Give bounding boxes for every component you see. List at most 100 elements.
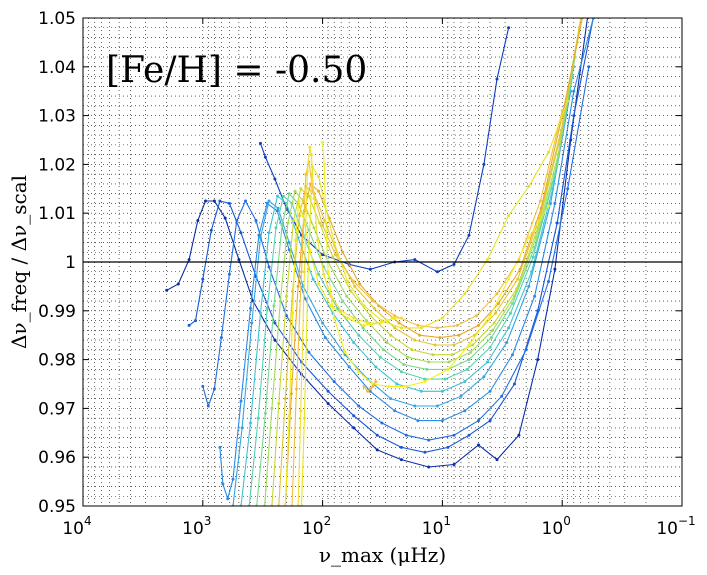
series-point	[231, 477, 235, 481]
series-point	[467, 358, 471, 362]
series-point	[482, 162, 486, 166]
x-tick-label: 100	[542, 514, 571, 539]
series-point	[488, 419, 492, 423]
series-point	[239, 231, 243, 235]
y-tick-label: 0.95	[38, 497, 76, 517]
series-point	[249, 306, 252, 310]
series-point	[443, 377, 447, 381]
series-point	[267, 199, 271, 203]
series-point	[413, 404, 417, 408]
series-point	[291, 311, 295, 315]
series-point	[418, 333, 422, 337]
series-point	[572, 114, 576, 118]
series-point	[308, 145, 312, 149]
x-tick-label: 103	[182, 514, 211, 539]
series-point	[553, 201, 557, 205]
series-line	[248, 66, 575, 506]
series-point	[467, 233, 471, 237]
series-point	[494, 311, 498, 315]
series-point	[513, 382, 516, 386]
series-point	[387, 384, 391, 388]
series-point	[402, 363, 406, 366]
series-point	[218, 199, 222, 203]
series-point	[527, 236, 531, 240]
series-point	[452, 433, 456, 437]
series-point	[447, 360, 451, 364]
series-point	[416, 419, 420, 423]
series-point	[465, 367, 469, 371]
series-point	[410, 348, 414, 352]
series-point	[489, 336, 493, 340]
series-point	[427, 360, 431, 364]
series-point	[375, 448, 379, 452]
series-point	[452, 262, 456, 266]
series-point	[536, 226, 540, 230]
series-point	[273, 177, 277, 181]
y-tick-label: 1.03	[38, 107, 76, 127]
series-point	[463, 380, 467, 384]
series-point	[446, 367, 450, 371]
series-point	[280, 223, 284, 227]
series-point	[450, 353, 454, 357]
series-point	[270, 406, 274, 410]
y-tick-label: 1.01	[38, 204, 76, 224]
series-point	[289, 392, 293, 396]
series-point	[505, 341, 509, 344]
series-point	[524, 348, 528, 352]
series-point	[452, 463, 456, 466]
series-point	[218, 445, 222, 449]
series-point	[283, 397, 287, 401]
series-point	[339, 309, 343, 313]
series-point	[463, 292, 467, 296]
series-point	[307, 350, 311, 354]
series-point	[533, 245, 537, 249]
series-point	[399, 316, 403, 320]
series-point	[310, 165, 314, 169]
series-point	[440, 419, 444, 423]
series-point	[527, 184, 531, 188]
series-point	[469, 350, 473, 354]
series-point	[323, 336, 327, 340]
series-point	[566, 187, 570, 191]
series-point	[285, 314, 288, 318]
series-point	[362, 384, 366, 388]
series-point	[278, 299, 282, 303]
series-point	[518, 267, 522, 271]
series-point	[321, 321, 325, 325]
series-point	[194, 319, 197, 323]
series-track-17	[321, 140, 550, 388]
series-line	[256, 56, 576, 506]
y-tick-label: 0.96	[38, 448, 76, 468]
series-point	[306, 267, 310, 271]
series-track-6	[231, 89, 573, 506]
series-point	[474, 314, 478, 318]
series-line	[240, 76, 574, 506]
series-point	[361, 326, 365, 330]
series-point	[265, 306, 269, 310]
series-point	[507, 26, 511, 30]
series-point	[304, 172, 308, 176]
series-point	[204, 199, 207, 203]
series-point	[511, 353, 514, 357]
series-point	[332, 380, 336, 384]
series-track-16	[300, 99, 570, 506]
series-point	[375, 433, 379, 437]
series-point	[553, 267, 557, 271]
series-point	[511, 302, 514, 305]
series-track-2	[259, 26, 511, 274]
series-point	[239, 399, 243, 403]
series-point	[433, 343, 437, 347]
series-point	[321, 223, 325, 227]
series-line	[166, 18, 589, 468]
series-point	[312, 226, 316, 230]
series-point	[176, 282, 180, 286]
series-point	[235, 219, 239, 222]
series-point	[536, 358, 540, 362]
series-point	[404, 384, 408, 388]
series-point	[317, 282, 321, 286]
series-point	[399, 326, 403, 330]
series-point	[187, 323, 191, 327]
series-point	[321, 253, 325, 257]
series-point	[187, 258, 191, 262]
series-point	[399, 370, 403, 374]
